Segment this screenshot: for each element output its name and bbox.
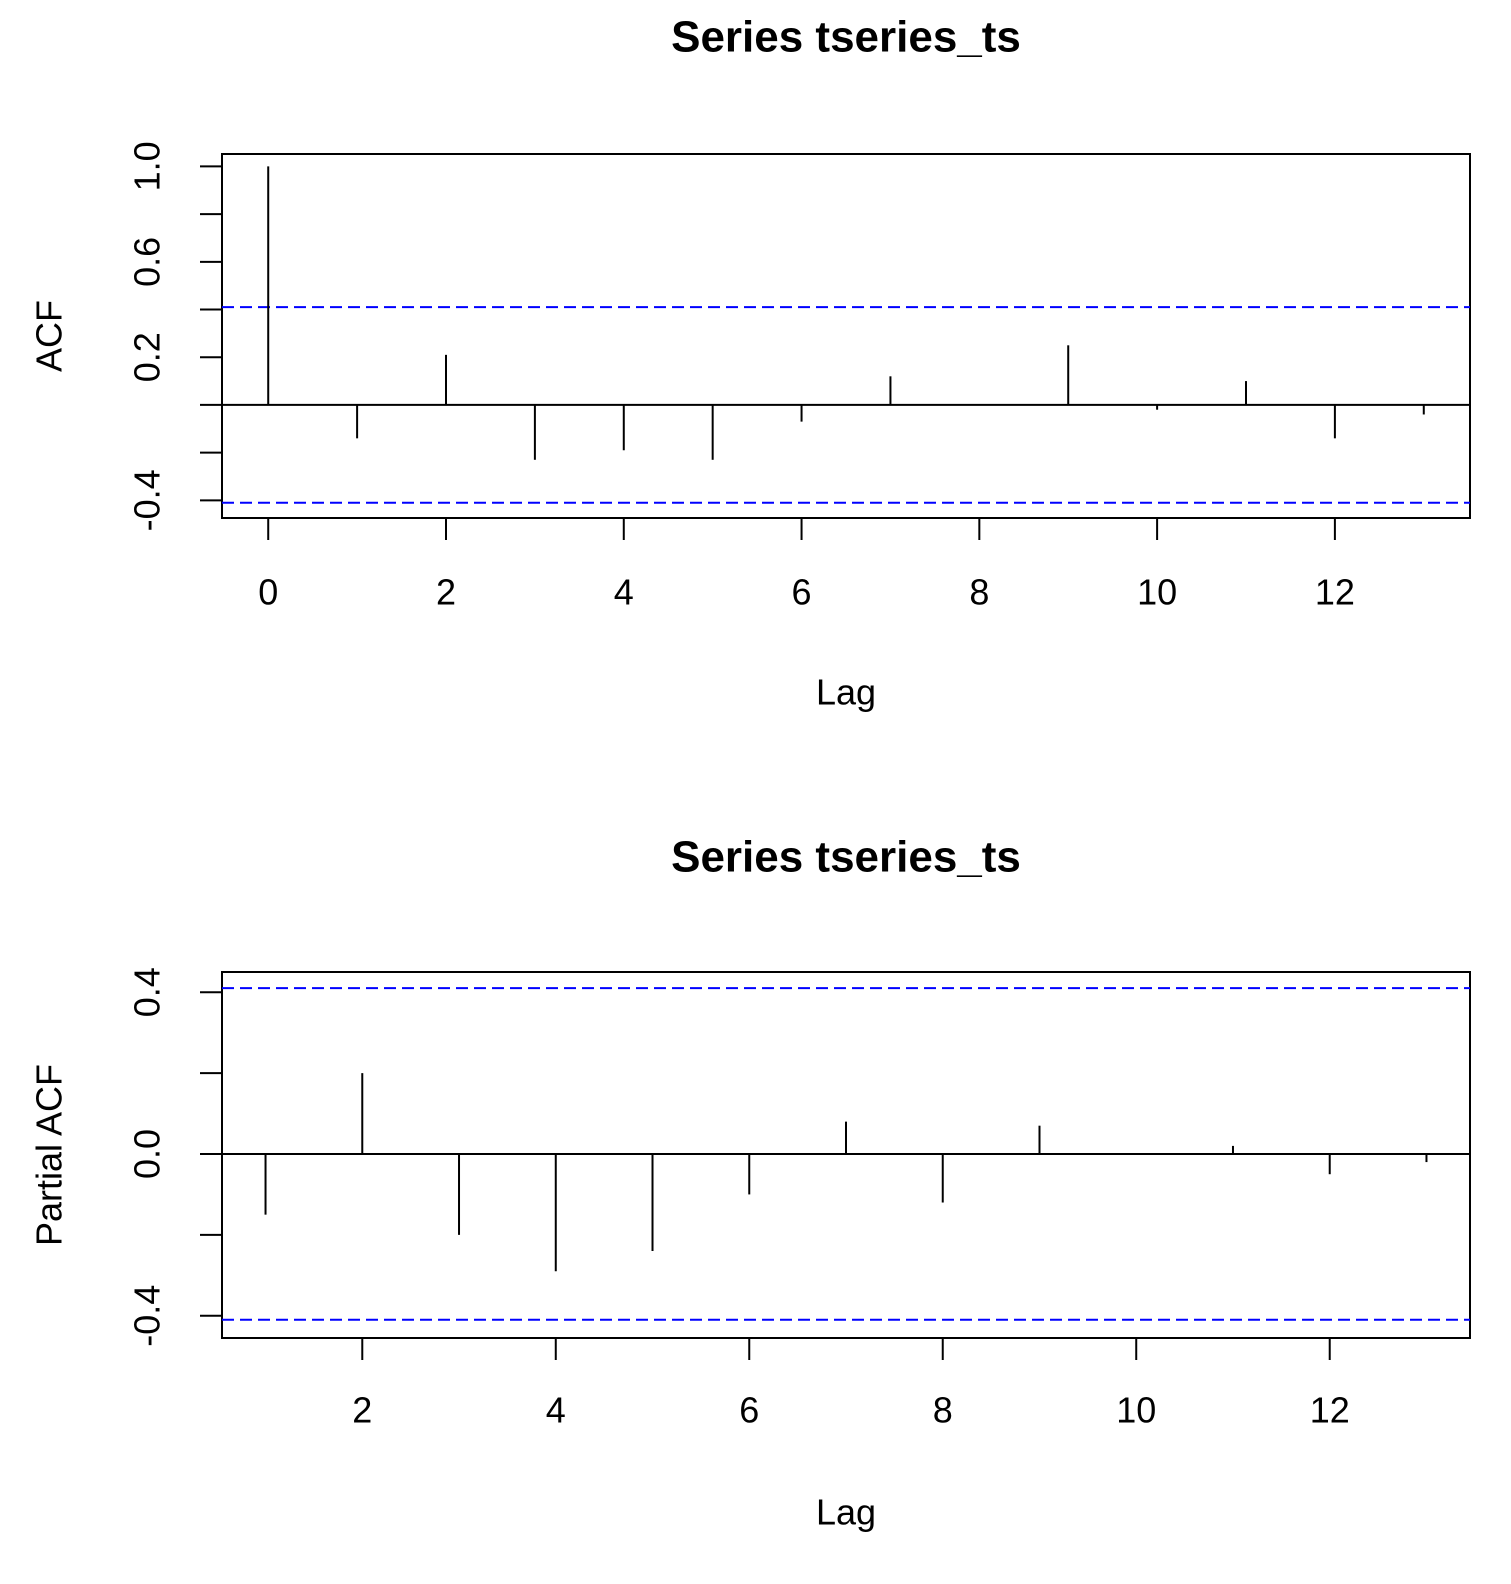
x-tick-label: 6 (739, 1390, 759, 1431)
x-tick-label: 4 (614, 572, 634, 613)
x-tick-label: 8 (969, 572, 989, 613)
x-tick-label: 12 (1310, 1390, 1350, 1431)
plot-frame (221, 971, 1471, 1339)
x-tick-label: 8 (933, 1390, 953, 1431)
y-axis-label: ACF (29, 300, 70, 372)
x-axis-label: Lag (816, 1492, 876, 1533)
y-tick-label: 1.0 (127, 141, 168, 191)
y-tick-label: 0.4 (127, 967, 168, 1017)
chart-title: Series tseries_ts (671, 13, 1021, 62)
x-tick-label: 2 (352, 1390, 372, 1431)
y-tick-label: 0.0 (127, 1129, 168, 1179)
x-tick-label: 2 (436, 572, 456, 613)
x-tick-label: 0 (258, 572, 278, 613)
chart-title: Series tseries_ts (671, 833, 1021, 882)
y-tick-label: 0.6 (127, 237, 168, 287)
y-axis-label: Partial ACF (29, 1064, 70, 1246)
x-tick-label: 4 (546, 1390, 566, 1431)
x-tick-label: 10 (1137, 572, 1177, 613)
x-axis-label: Lag (816, 672, 876, 713)
y-tick-label: -0.4 (127, 1285, 168, 1347)
x-tick-label: 6 (792, 572, 812, 613)
plot-frame (221, 153, 1471, 519)
y-tick-label: -0.4 (127, 469, 168, 531)
y-tick-label: 0.2 (127, 332, 168, 382)
x-tick-label: 10 (1116, 1390, 1156, 1431)
x-tick-label: 12 (1315, 572, 1355, 613)
